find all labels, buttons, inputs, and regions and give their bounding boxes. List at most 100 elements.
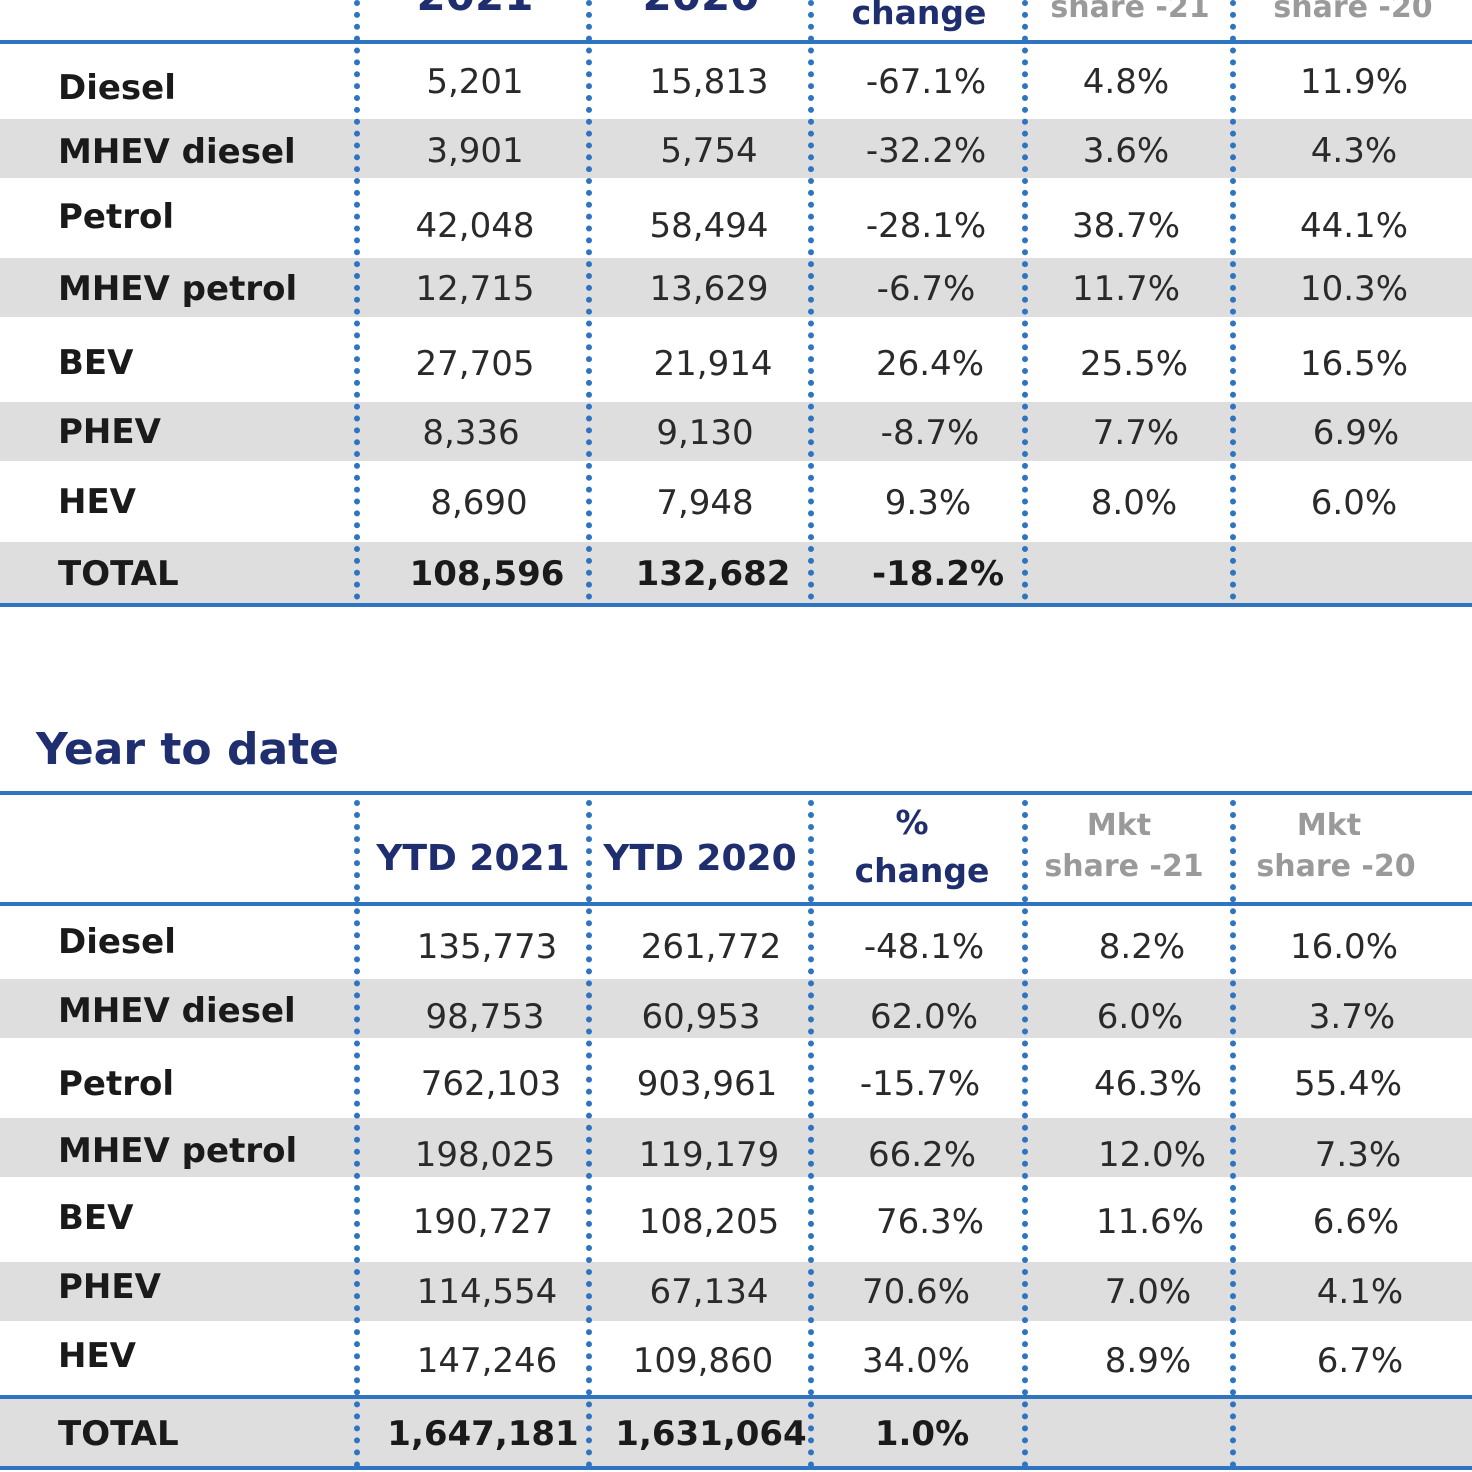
row-stripe: [0, 1262, 1472, 1321]
header-share-20: share -20: [1256, 849, 1416, 884]
value-share-20: 3.7%: [1308, 997, 1396, 1037]
value-change: -28.1%: [865, 206, 987, 246]
value-ytd-2021: 114,554: [416, 1272, 558, 1312]
column-separator: [354, 800, 360, 1468]
column-separator: [586, 800, 592, 1468]
row-label: Diesel: [58, 68, 176, 108]
value-ytd-2020: 119,179: [638, 1135, 780, 1175]
value-change: -6.7%: [876, 269, 976, 309]
value-change: -32.2%: [865, 131, 987, 171]
value-share-20: 6.7%: [1316, 1341, 1404, 1381]
bottom-rule: [0, 603, 1472, 607]
row-label: Petrol: [58, 1064, 175, 1104]
value-change: 9.3%: [884, 483, 972, 523]
row-label: MHEV diesel: [58, 132, 296, 172]
value-share-21: 46.3%: [1093, 1064, 1202, 1104]
total-rule: [0, 1395, 1472, 1399]
row-stripe: [0, 119, 1472, 178]
value-share-21: 7.0%: [1104, 1272, 1192, 1312]
value-ytd-2020: 67,134: [649, 1272, 769, 1312]
value-share-21: 3.6%: [1082, 131, 1170, 171]
value-share-21: 25.5%: [1079, 344, 1188, 384]
column-separator: [1230, 0, 1236, 600]
header-share-21: share -21: [1050, 0, 1210, 25]
value-change: 70.6%: [861, 1272, 970, 1312]
bottom-rule: [0, 1466, 1472, 1470]
value-share-21: 8.2%: [1098, 927, 1186, 967]
row-label: MHEV petrol: [58, 269, 298, 309]
value-2020: 5,754: [660, 131, 758, 171]
row-stripe: [0, 258, 1472, 317]
header-2021: 2021: [360, 0, 590, 18]
header-share-20: share -20: [1273, 0, 1433, 25]
header-2020: 2020: [590, 0, 812, 18]
top-rule: [0, 791, 1472, 795]
total-label: TOTAL: [58, 554, 179, 594]
row-label: PHEV: [58, 1267, 161, 1307]
value-2021: 3,901: [426, 131, 524, 171]
value-2021: 27,705: [415, 344, 535, 384]
total-label: TOTAL: [58, 1414, 179, 1454]
value-2021: 8,336: [422, 413, 520, 453]
value-share-20: 16.5%: [1299, 344, 1408, 384]
value-share-21: 4.8%: [1082, 62, 1170, 102]
row-label: HEV: [58, 482, 136, 522]
value-share-20: 4.3%: [1310, 131, 1398, 171]
value-change: -67.1%: [865, 62, 987, 102]
column-separator: [808, 0, 814, 600]
value-change: -8.7%: [880, 413, 980, 453]
column-separator: [354, 0, 360, 600]
row-stripe: [0, 542, 1472, 603]
total-change: -18.2%: [871, 554, 1005, 594]
value-2020: 13,629: [649, 269, 769, 309]
value-share-20: 11.9%: [1299, 62, 1408, 102]
row-stripe: [0, 1398, 1472, 1468]
row-label: Petrol: [58, 197, 175, 237]
total-2021: 108,596: [409, 554, 565, 594]
section-title: Year to date: [36, 724, 340, 775]
row-label: Diesel: [58, 922, 176, 962]
column-separator: [1230, 800, 1236, 1468]
row-label: PHEV: [58, 412, 161, 452]
header-mkt-20: Mkt: [1296, 808, 1362, 843]
value-2020: 7,948: [656, 483, 754, 523]
value-change: 26.4%: [875, 344, 984, 384]
value-share-20: 6.9%: [1312, 413, 1400, 453]
header-share-21: share -21: [1044, 849, 1204, 884]
value-share-21: 11.6%: [1095, 1202, 1204, 1242]
value-ytd-2021: 190,727: [412, 1202, 554, 1242]
value-2021: 42,048: [415, 206, 535, 246]
value-share-20: 55.4%: [1293, 1064, 1402, 1104]
value-share-21: 12.0%: [1097, 1135, 1206, 1175]
header-rule: [0, 40, 1472, 44]
value-ytd-2021: 135,773: [416, 927, 558, 967]
value-change: 62.0%: [869, 997, 978, 1037]
header-pct: %: [895, 803, 929, 842]
value-2020: 58,494: [649, 206, 769, 246]
value-share-21: 7.7%: [1092, 413, 1180, 453]
row-label: BEV: [58, 1198, 134, 1238]
header-rule: [0, 902, 1472, 906]
value-change: 34.0%: [861, 1341, 970, 1381]
header-ytd-2021: YTD 2021: [376, 838, 570, 879]
value-ytd-2021: 762,103: [420, 1064, 562, 1104]
column-separator: [808, 800, 814, 1468]
value-2020: 15,813: [649, 62, 769, 102]
row-label: MHEV diesel: [58, 991, 296, 1031]
header-ytd-2020: YTD 2020: [603, 838, 797, 879]
value-share-21: 8.9%: [1104, 1341, 1192, 1381]
total-ytd-2020: 1,631,064: [615, 1414, 807, 1454]
value-ytd-2020: 261,772: [640, 927, 782, 967]
value-share-20: 16.0%: [1289, 927, 1398, 967]
value-change: -48.1%: [863, 927, 985, 967]
total-2020: 132,682: [635, 554, 791, 594]
row-stripe: [0, 1118, 1472, 1177]
value-2021: 5,201: [426, 62, 524, 102]
value-change: -15.7%: [859, 1064, 981, 1104]
value-2021: 8,690: [430, 483, 528, 523]
row-label: BEV: [58, 343, 134, 383]
row-label: MHEV petrol: [58, 1131, 298, 1171]
column-separator: [1022, 800, 1028, 1468]
value-share-20: 44.1%: [1299, 206, 1408, 246]
row-stripe: [0, 402, 1472, 461]
